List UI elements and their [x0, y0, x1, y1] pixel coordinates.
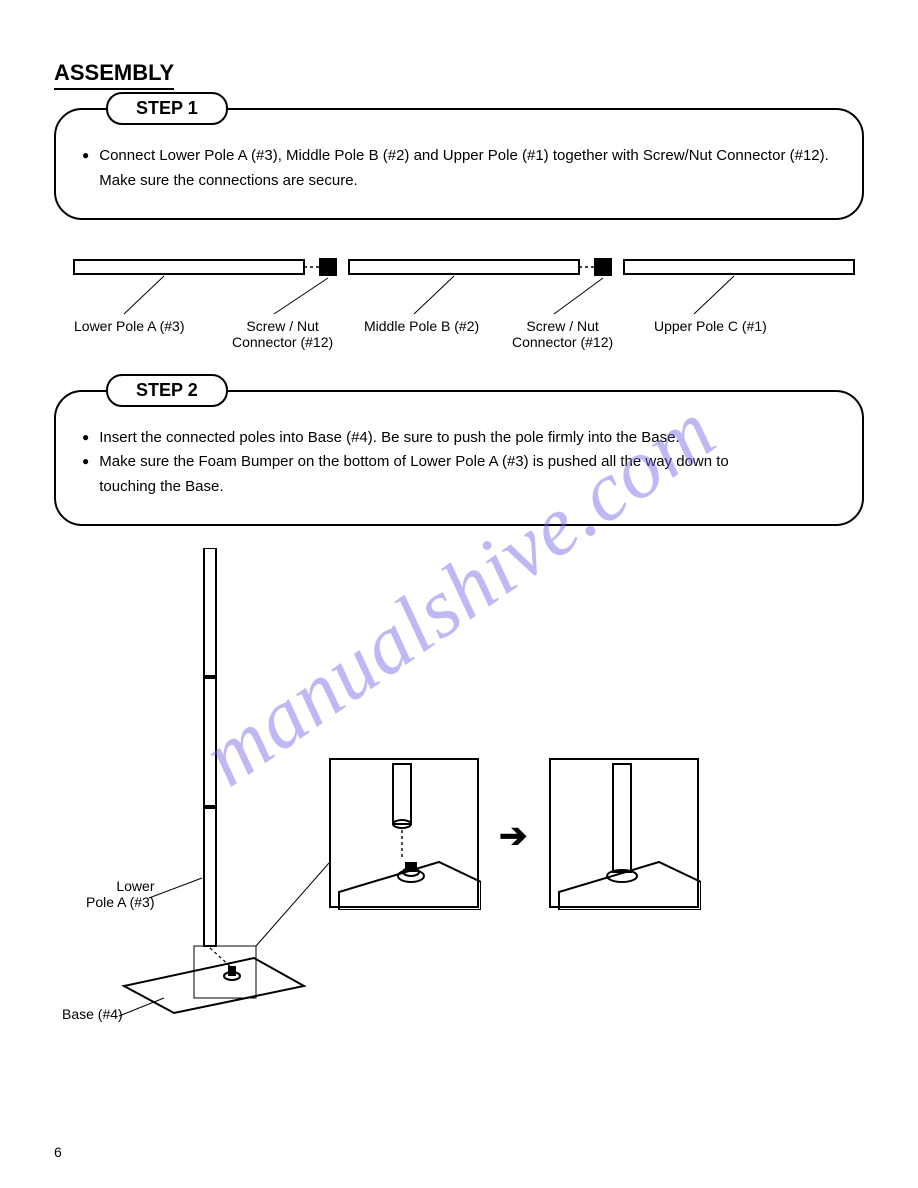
page-number: 6: [54, 1144, 62, 1160]
step2-line2a: Make sure the Foam Bumper on the bottom …: [99, 453, 729, 470]
pole-label-upper: Upper Pole C (#1): [654, 318, 767, 334]
assembly-diagram: ➔ Lower Pole A (#3) Base (#4): [54, 548, 864, 1018]
step1-box: STEP 1 Connect Lower Pole A (#3), Middle…: [54, 108, 864, 220]
step1-body: Connect Lower Pole A (#3), Middle Pole B…: [82, 144, 836, 194]
section-title: ASSEMBLY: [54, 60, 174, 90]
pole-label-middle: Middle Pole B (#2): [364, 318, 479, 334]
assembly-label-base: Base (#4): [62, 1006, 123, 1022]
pole-label-conn1: Screw / Nut Connector (#12): [232, 318, 333, 350]
step2-line1: Insert the connected poles into Base (#4…: [99, 426, 836, 451]
step1-line1: Connect Lower Pole A (#3), Middle Pole B…: [99, 147, 829, 164]
pole-diagram: Lower Pole A (#3) Screw / Nut Connector …: [54, 242, 864, 362]
step2-bullet2: Make sure the Foam Bumper on the bottom …: [82, 450, 836, 500]
assembly-label-pole: Lower Pole A (#3): [86, 878, 155, 910]
pole-label-lower: Lower Pole A (#3): [74, 318, 185, 334]
step2-badge: STEP 2: [106, 374, 228, 407]
page-root: ASSEMBLY STEP 1 Connect Lower Pole A (#3…: [0, 0, 918, 1048]
step2-bullet1: Insert the connected poles into Base (#4…: [82, 426, 836, 451]
step2-box: STEP 2 Insert the connected poles into B…: [54, 390, 864, 526]
pole-label-conn2: Screw / Nut Connector (#12): [512, 318, 613, 350]
inset-before: [329, 758, 479, 908]
step1-badge: STEP 1: [106, 92, 228, 125]
inset-after: [549, 758, 699, 908]
step1-bullet: Connect Lower Pole A (#3), Middle Pole B…: [82, 144, 836, 194]
step1-line2: Make sure the connections are secure.: [99, 172, 357, 189]
step2-line2b: touching the Base.: [99, 478, 223, 495]
arrow-icon: ➔: [499, 816, 528, 856]
pole-svg: [54, 242, 864, 362]
step2-body: Insert the connected poles into Base (#4…: [82, 426, 836, 500]
